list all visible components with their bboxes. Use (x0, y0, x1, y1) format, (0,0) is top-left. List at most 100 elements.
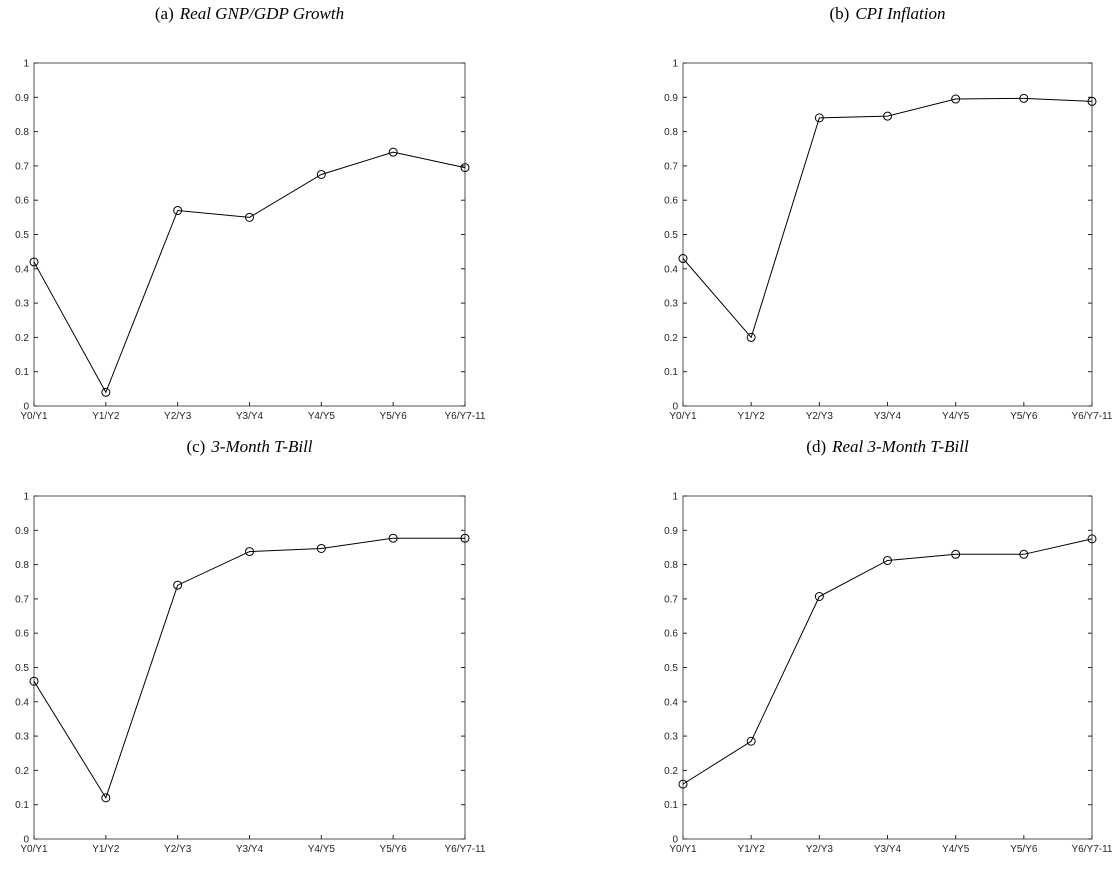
x-tick-label: Y5/Y6 (380, 411, 408, 422)
data-point (1019, 93, 1029, 103)
x-tick-label: Y2/Y3 (806, 411, 834, 422)
y-tick-label: 0.3 (664, 299, 678, 310)
data-point (460, 533, 470, 543)
y-tick-label: 1 (672, 492, 678, 503)
y-tick-label: 0 (672, 835, 678, 846)
panel: (a) Real GNP/GDP Growth 0 0.1 0.2 0.3 0.4 0.5 0.… (15, 4, 486, 422)
data-point (1087, 534, 1097, 544)
data-point (883, 111, 892, 121)
data-point (951, 94, 961, 104)
panel-title-text: CPI Inflation (855, 4, 945, 23)
x-tick-label: Y5/Y6 (380, 844, 408, 855)
y-tick-label: 0.4 (15, 264, 29, 275)
panel-label: (b) (829, 4, 849, 23)
x-tick-label: Y0/Y1 (20, 844, 48, 855)
y-tick-label: 0.2 (664, 333, 678, 344)
y-tick-label: 0.9 (15, 93, 29, 104)
panel-title-text: Real 3-Month T-Bill (831, 437, 969, 456)
y-tick-label: 1 (23, 492, 29, 503)
y-tick-label: 0.3 (15, 732, 29, 743)
x-tick-label: Y6/Y7-11 (1072, 844, 1113, 855)
x-tick-label: Y4/Y5 (308, 411, 336, 422)
x-tick-label: Y4/Y5 (942, 411, 970, 422)
y-tick-label: 0.3 (15, 299, 29, 310)
data-point (29, 257, 39, 267)
axes-box (33, 495, 466, 840)
data-point (814, 113, 824, 123)
x-tick-label: Y6/Y7-11 (445, 844, 486, 855)
panel-title: (c) 3-Month T-Bill (186, 437, 312, 456)
axes-box (682, 62, 1093, 407)
data-point (173, 205, 183, 215)
y-tick-label: 0.8 (664, 127, 678, 138)
x-tick-label: Y0/Y1 (20, 411, 48, 422)
x-tick-label: Y4/Y5 (942, 844, 970, 855)
data-point (101, 793, 111, 803)
x-tick-label: Y2/Y3 (164, 844, 192, 855)
y-tick-label: 0 (672, 402, 678, 413)
data-point (460, 163, 470, 173)
x-tick-label: Y2/Y3 (164, 411, 192, 422)
x-tick-label: Y4/Y5 (308, 844, 336, 855)
x-tick-label: Y5/Y6 (1010, 411, 1038, 422)
data-point (746, 332, 756, 342)
data-point (316, 169, 326, 179)
data-point (883, 555, 892, 565)
data-point (245, 547, 254, 557)
y-tick-label: 0.8 (15, 127, 29, 138)
x-tick-label: Y6/Y7-11 (445, 411, 486, 422)
y-tick-label: 0.9 (664, 526, 678, 537)
x-tick-label: Y1/Y2 (92, 411, 120, 422)
y-tick-label: 0.7 (15, 161, 29, 172)
panel-title-text: 3-Month T-Bill (210, 437, 312, 456)
y-tick-label: 0.4 (664, 264, 678, 275)
axes-box (682, 495, 1093, 840)
y-tick-label: 0.5 (15, 663, 29, 674)
y-tick-label: 0 (23, 402, 29, 413)
x-tick-label: Y3/Y4 (874, 411, 902, 422)
data-point (678, 779, 688, 789)
y-tick-label: 0.1 (15, 367, 29, 378)
axes-box (33, 62, 466, 407)
panel-label: (a) (155, 4, 174, 23)
panel: (d) Real 3-Month T-Bill 0 0.1 0.2 0.3 0.4 0.5 0.… (664, 437, 1113, 855)
y-tick-label: 0.9 (15, 526, 29, 537)
x-tick-label: Y3/Y4 (236, 844, 264, 855)
data-point (814, 591, 824, 601)
panel-title: (b) CPI Inflation (829, 4, 945, 23)
data-point (746, 736, 756, 746)
data-point (101, 387, 111, 397)
data-point (1087, 96, 1097, 106)
y-tick-label: 0.5 (664, 230, 678, 241)
y-tick-label: 0.9 (664, 93, 678, 104)
x-tick-label: Y3/Y4 (236, 411, 264, 422)
data-point (173, 580, 183, 590)
y-tick-label: 0 (23, 835, 29, 846)
panel-label: (c) (186, 437, 205, 456)
x-tick-label: Y0/Y1 (669, 844, 697, 855)
y-tick-label: 0.1 (664, 800, 678, 811)
data-point (1019, 549, 1029, 559)
series-line (682, 97, 1093, 339)
y-tick-label: 0.5 (664, 663, 678, 674)
y-tick-label: 0.6 (664, 629, 678, 640)
x-tick-label: Y5/Y6 (1010, 844, 1038, 855)
x-tick-label: Y3/Y4 (874, 844, 902, 855)
y-tick-label: 0.2 (15, 766, 29, 777)
x-tick-label: Y6/Y7-11 (1072, 411, 1113, 422)
panel-title: (d) Real 3-Month T-Bill (806, 437, 969, 456)
series-line (33, 151, 466, 394)
y-tick-label: 0.6 (15, 196, 29, 207)
y-tick-label: 0.4 (664, 697, 678, 708)
y-tick-label: 0.6 (664, 196, 678, 207)
y-tick-label: 0.3 (664, 732, 678, 743)
panel-label: (d) (806, 437, 826, 456)
y-tick-label: 0.7 (15, 594, 29, 605)
y-tick-label: 0.4 (15, 697, 29, 708)
panel-title-text: Real GNP/GDP Growth (179, 4, 344, 23)
y-tick-label: 0.5 (15, 230, 29, 241)
y-tick-label: 0.6 (15, 629, 29, 640)
series-line (682, 538, 1093, 785)
y-tick-label: 0.8 (15, 560, 29, 571)
